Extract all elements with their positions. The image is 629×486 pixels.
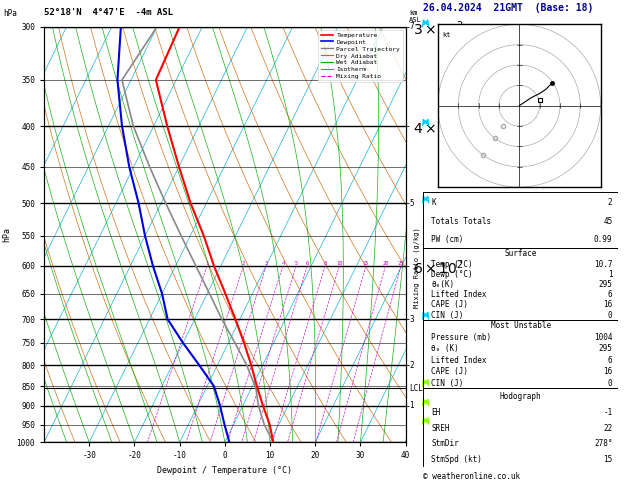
Text: CAPE (J): CAPE (J) xyxy=(431,300,468,310)
Text: θₑ(K): θₑ(K) xyxy=(431,280,454,289)
Text: 8: 8 xyxy=(323,261,326,266)
Text: 25: 25 xyxy=(398,261,404,266)
Text: Totals Totals: Totals Totals xyxy=(431,217,491,226)
Text: 1: 1 xyxy=(608,270,613,279)
Text: LCL: LCL xyxy=(409,383,423,393)
Legend: Temperature, Dewpoint, Parcel Trajectory, Dry Adiabat, Wet Adiabat, Isotherm, Mi: Temperature, Dewpoint, Parcel Trajectory… xyxy=(318,30,403,82)
Text: Lifted Index: Lifted Index xyxy=(431,356,487,365)
Text: Surface: Surface xyxy=(504,249,537,259)
Text: 295: 295 xyxy=(599,280,613,289)
Text: 2: 2 xyxy=(242,261,245,266)
Text: Lifted Index: Lifted Index xyxy=(431,290,487,299)
Text: 2: 2 xyxy=(608,198,613,207)
Text: 1: 1 xyxy=(409,401,414,410)
Text: 15: 15 xyxy=(363,261,369,266)
Text: 295: 295 xyxy=(599,344,613,353)
Text: 1: 1 xyxy=(205,261,209,266)
Text: 52°18'N  4°47'E  -4m ASL: 52°18'N 4°47'E -4m ASL xyxy=(44,8,173,17)
Text: StmSpd (kt): StmSpd (kt) xyxy=(431,455,482,464)
Text: 6: 6 xyxy=(608,356,613,365)
Y-axis label: hPa: hPa xyxy=(2,227,11,242)
Text: 45: 45 xyxy=(603,217,613,226)
Text: 0: 0 xyxy=(608,379,613,388)
Text: CAPE (J): CAPE (J) xyxy=(431,367,468,376)
Text: K: K xyxy=(431,198,436,207)
Text: 10: 10 xyxy=(336,261,343,266)
Text: Most Unstable: Most Unstable xyxy=(491,321,551,330)
Text: 1004: 1004 xyxy=(594,333,613,342)
Text: 16: 16 xyxy=(603,300,613,310)
Text: hPa: hPa xyxy=(3,9,17,18)
Text: 16: 16 xyxy=(603,367,613,376)
Text: CIN (J): CIN (J) xyxy=(431,379,464,388)
Text: 20: 20 xyxy=(382,261,389,266)
Text: Hodograph: Hodograph xyxy=(500,392,542,401)
Text: 6: 6 xyxy=(306,261,309,266)
Text: 3: 3 xyxy=(265,261,268,266)
Text: 7: 7 xyxy=(409,22,414,31)
Text: 278°: 278° xyxy=(594,439,613,449)
Text: km
ASL: km ASL xyxy=(409,10,422,22)
Text: -1: -1 xyxy=(603,408,613,417)
Text: 0.99: 0.99 xyxy=(594,235,613,244)
Text: © weatheronline.co.uk: © weatheronline.co.uk xyxy=(423,472,520,481)
Text: 5: 5 xyxy=(409,199,414,208)
Text: 5: 5 xyxy=(294,261,298,266)
Text: StmDir: StmDir xyxy=(431,439,459,449)
Text: 22: 22 xyxy=(603,424,613,433)
Text: Temp (°C): Temp (°C) xyxy=(431,260,473,269)
Text: 2: 2 xyxy=(409,361,414,370)
X-axis label: Dewpoint / Temperature (°C): Dewpoint / Temperature (°C) xyxy=(157,466,292,475)
Text: θₑ (K): θₑ (K) xyxy=(431,344,459,353)
Text: Dewp (°C): Dewp (°C) xyxy=(431,270,473,279)
Text: kt: kt xyxy=(442,33,450,38)
Text: 4: 4 xyxy=(281,261,284,266)
Text: PW (cm): PW (cm) xyxy=(431,235,464,244)
Text: SREH: SREH xyxy=(431,424,450,433)
Text: 10.7: 10.7 xyxy=(594,260,613,269)
Text: 3: 3 xyxy=(409,314,414,324)
Text: EH: EH xyxy=(431,408,440,417)
Text: 6: 6 xyxy=(608,290,613,299)
Text: 15: 15 xyxy=(603,455,613,464)
Text: Mixing Ratio (g/kg): Mixing Ratio (g/kg) xyxy=(413,227,420,308)
Text: 26.04.2024  21GMT  (Base: 18): 26.04.2024 21GMT (Base: 18) xyxy=(423,3,593,13)
Text: Pressure (mb): Pressure (mb) xyxy=(431,333,491,342)
Text: CIN (J): CIN (J) xyxy=(431,311,464,320)
Text: 0: 0 xyxy=(608,311,613,320)
